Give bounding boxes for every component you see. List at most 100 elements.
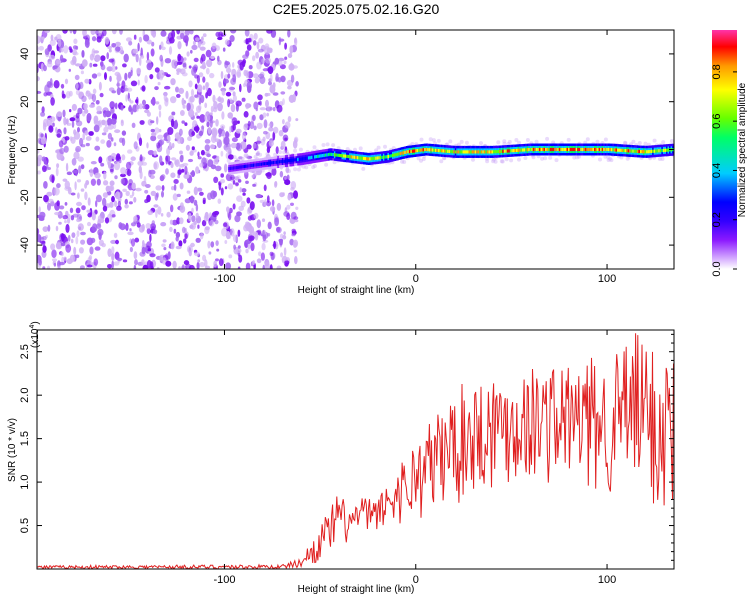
- noise-blob: [52, 65, 58, 70]
- noise-blob: [54, 211, 61, 216]
- noise-blob: [97, 120, 101, 127]
- track-core: [419, 148, 422, 152]
- noise-blob: [63, 127, 67, 135]
- noise-blob: [55, 242, 63, 250]
- noise-blob: [69, 207, 74, 213]
- track-core: [306, 156, 309, 160]
- track-haze: [543, 156, 548, 161]
- noise-blob: [199, 261, 205, 268]
- track-core: [597, 147, 600, 152]
- noise-blob: [94, 246, 101, 251]
- noise-blob: [178, 266, 181, 269]
- noise-blob: [155, 209, 158, 218]
- noise-blob: [93, 124, 100, 133]
- noise-blob: [85, 136, 92, 141]
- noise-blob: [125, 37, 132, 42]
- track-haze: [428, 137, 433, 142]
- track-core: [413, 149, 416, 153]
- noise-blob: [188, 65, 192, 69]
- noise-blob: [228, 254, 233, 259]
- track-haze: [669, 139, 674, 143]
- noise-blob: [207, 192, 212, 201]
- noise-blob: [37, 35, 41, 44]
- noise-blob: [237, 229, 241, 237]
- noise-blob: [116, 257, 123, 261]
- track-haze: [419, 158, 423, 163]
- noise-blob: [111, 214, 116, 218]
- track-core: [632, 149, 635, 153]
- noise-blob: [287, 30, 291, 38]
- noise-blob: [55, 225, 59, 232]
- noise-blob: [150, 99, 154, 105]
- noise-blob: [92, 63, 98, 67]
- noise-blob: [43, 65, 47, 72]
- noise-blob: [179, 217, 184, 225]
- track-core: [260, 162, 263, 166]
- track-haze: [531, 155, 536, 160]
- track-core: [418, 148, 421, 152]
- track-haze: [304, 165, 309, 170]
- noise-blob: [50, 34, 54, 41]
- noise-blob: [263, 119, 268, 129]
- track-core: [372, 156, 375, 161]
- noise-blob: [96, 223, 102, 230]
- track-core: [437, 149, 441, 153]
- track-haze: [253, 154, 258, 159]
- noise-blob: [116, 153, 121, 161]
- noise-blob: [143, 34, 150, 42]
- noise-blob: [232, 234, 238, 243]
- noise-blob: [80, 164, 85, 170]
- track-haze: [534, 139, 539, 144]
- noise-blob: [242, 54, 249, 59]
- noise-blob: [170, 118, 175, 128]
- track-core: [255, 163, 259, 167]
- track-haze: [416, 156, 421, 161]
- noise-blob: [147, 210, 153, 216]
- noise-blob: [221, 111, 225, 120]
- noise-blob: [276, 265, 282, 269]
- track-core: [382, 155, 386, 159]
- noise-blob: [97, 215, 102, 223]
- track-core: [392, 153, 395, 157]
- noise-blob: [293, 190, 298, 199]
- noise-blob: [129, 246, 133, 253]
- track-core: [543, 147, 546, 152]
- track-core: [376, 156, 380, 160]
- track-core: [407, 150, 410, 154]
- noise-blob: [84, 130, 89, 136]
- track-core: [646, 150, 649, 154]
- noise-blob: [78, 247, 84, 254]
- noise-blob: [114, 129, 121, 134]
- track-haze: [358, 146, 363, 151]
- track-core: [381, 155, 384, 159]
- noise-blob: [164, 58, 172, 64]
- noise-blob: [295, 118, 299, 122]
- track-core: [364, 157, 367, 161]
- noise-blob: [151, 41, 155, 47]
- noise-blob: [225, 91, 232, 97]
- noise-blob: [189, 195, 195, 204]
- noise-blob: [249, 201, 255, 211]
- noise-blob: [129, 194, 133, 199]
- noise-blob: [109, 101, 115, 110]
- noise-blob: [126, 169, 132, 177]
- track-haze: [576, 154, 581, 159]
- noise-blob: [136, 222, 141, 228]
- track-core: [607, 147, 611, 152]
- track-core: [395, 153, 398, 157]
- noise-blob: [156, 116, 159, 125]
- noise-blob: [121, 154, 126, 161]
- noise-blob: [181, 72, 188, 77]
- track-haze: [439, 159, 444, 164]
- noise-blob: [285, 166, 290, 174]
- noise-blob: [159, 155, 163, 164]
- noise-blob: [119, 137, 124, 143]
- noise-blob: [237, 245, 241, 249]
- noise-blob: [77, 223, 84, 231]
- track-core: [664, 148, 667, 152]
- track-core: [442, 149, 445, 153]
- noise-blob: [109, 201, 114, 208]
- track-core: [456, 150, 459, 154]
- track-core: [594, 147, 597, 152]
- noise-blob: [69, 48, 73, 53]
